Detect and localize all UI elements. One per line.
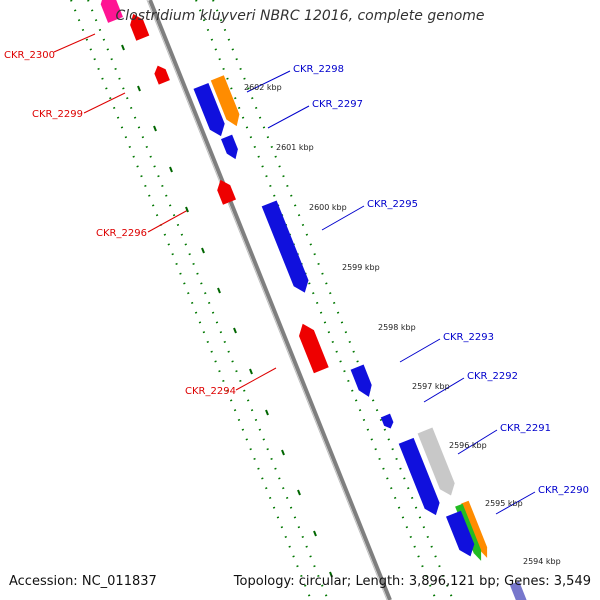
leader-CKR_2293 — [399, 338, 441, 363]
gene-CKR_2290c-glyph[interactable] — [446, 510, 475, 557]
scale-tick-mark — [153, 125, 157, 132]
gene-label-CKR_2290[interactable]: CKR_2290 — [538, 485, 589, 496]
gene-label-CKR_2300[interactable]: CKR_2300 — [4, 50, 55, 61]
gene-label-CKR_2291[interactable]: CKR_2291 — [500, 423, 551, 434]
length-value: 3,896,121 bp — [408, 574, 496, 589]
accession-info: Accession: NC_011837 — [9, 574, 157, 589]
gene-CKR_2295-glyph[interactable] — [261, 200, 309, 293]
leader-CKR_2300 — [53, 33, 96, 53]
scale-tick-mark — [281, 449, 285, 456]
scale-tick-label: 2596 kbp — [449, 441, 487, 450]
accession-label: Accession: — [9, 574, 78, 589]
gene-CKR_2292-glyph[interactable] — [380, 413, 394, 429]
gene-CKR_2293-glyph[interactable] — [350, 364, 372, 397]
scale-tick-mark — [297, 489, 301, 496]
length-label: Length: — [355, 574, 405, 589]
scale-tick-label: 2594 kbp — [523, 557, 561, 566]
scale-tick-label: 2599 kbp — [342, 263, 380, 272]
gene-CKR_2300b-glyph[interactable] — [130, 13, 150, 41]
leader-CKR_2294 — [235, 367, 277, 391]
leader-CKR_2290 — [495, 491, 536, 515]
gene-label-CKR_2297[interactable]: CKR_2297 — [312, 99, 363, 110]
scale-tick-label: 2601 kbp — [276, 143, 314, 152]
gene-label-CKR_2296[interactable]: CKR_2296 — [96, 228, 147, 239]
gene-CKR_2291b-glyph[interactable] — [398, 437, 440, 516]
gene-label-CKR_2294[interactable]: CKR_2294 — [185, 386, 236, 397]
gene-CKR_2290-glyph[interactable] — [461, 500, 488, 558]
genome-backbone — [148, 0, 392, 600]
topology-value: circular — [298, 574, 347, 589]
leader-CKR_2295 — [321, 205, 365, 231]
leader-CKR_2291 — [457, 429, 498, 455]
gene-label-CKR_2299[interactable]: CKR_2299 — [32, 109, 83, 120]
scale-tick-label: 2602 kbp — [244, 83, 282, 92]
track-guide-forward — [195, 0, 437, 600]
gene-label-CKR_2293[interactable]: CKR_2293 — [443, 332, 494, 343]
scale-tick-mark — [249, 368, 253, 375]
genes-label: Genes: — [504, 574, 550, 589]
leader-CKR_2298 — [246, 70, 291, 93]
scale-tick-label: 2595 kbp — [485, 499, 523, 508]
leader-CKR_2292 — [423, 377, 465, 403]
accession-value: NC_011837 — [81, 574, 157, 589]
genes-value: 3,549 — [553, 574, 591, 589]
gene-next-glyph[interactable] — [509, 581, 527, 600]
gene-CKR_2291-glyph[interactable] — [417, 427, 455, 496]
gene-CKR_2300-glyph[interactable] — [100, 0, 123, 23]
scale-tick-label: 2598 kbp — [378, 323, 416, 332]
topology-label: Topology: — [233, 574, 295, 589]
separator: ; — [495, 574, 501, 589]
gene-CKR_2298-glyph[interactable] — [210, 75, 240, 127]
leader-CKR_2297 — [267, 105, 310, 129]
gene-CKR_2297b-glyph[interactable] — [221, 134, 238, 160]
gene-label-CKR_2298[interactable]: CKR_2298 — [293, 64, 344, 75]
scale-tick-mark — [137, 85, 141, 92]
leader-CKR_2296 — [147, 209, 189, 233]
scale-tick-label: 2597 kbp — [412, 382, 450, 391]
scale-tick-label: 2600 kbp — [309, 203, 347, 212]
gene-label-CKR_2292[interactable]: CKR_2292 — [467, 371, 518, 382]
scale-tick-mark — [233, 327, 237, 334]
gene-CKR_2297-glyph[interactable] — [193, 83, 225, 137]
scale-tick-mark — [217, 287, 221, 294]
genome-backbone-shadow — [146, 0, 388, 600]
gene-CKR_2294-glyph[interactable] — [299, 323, 329, 374]
gene-label-CKR_2295[interactable]: CKR_2295 — [367, 199, 418, 210]
scale-tick-mark — [265, 409, 269, 416]
scale-tick-mark — [313, 530, 317, 537]
genome-summary: Topology: circular; Length: 3,896,121 bp… — [234, 574, 591, 589]
scale-tick-mark — [201, 247, 205, 254]
genome-title: Clostridium kluyveri NBRC 12016, complet… — [115, 8, 485, 24]
scale-tick-mark — [185, 206, 189, 213]
scale-tick-mark — [169, 166, 173, 173]
gene-CKR_2299-glyph[interactable] — [154, 65, 170, 85]
scale-tick-mark — [329, 571, 333, 578]
gene-CKR_2296-glyph[interactable] — [217, 179, 236, 205]
scale-tick-mark — [121, 44, 125, 51]
separator: ; — [346, 574, 352, 589]
leader-CKR_2299 — [83, 92, 126, 114]
